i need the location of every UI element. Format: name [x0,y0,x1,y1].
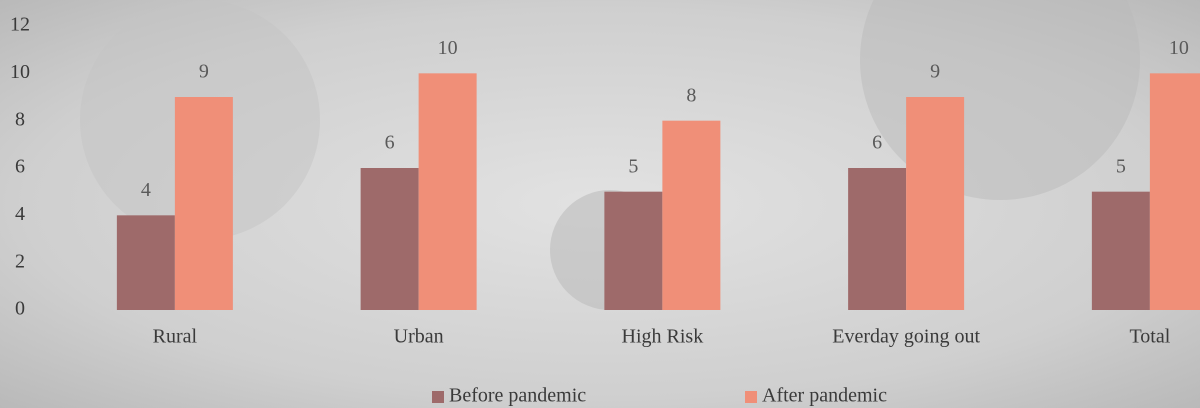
data-label: 9 [930,61,940,83]
data-label: 10 [438,37,458,59]
data-label: 5 [628,155,638,177]
y-tick-label: 4 [15,203,25,225]
data-label: 8 [686,84,696,106]
x-tick-label: High Risk [622,326,704,348]
data-label: 6 [872,132,882,154]
data-label: 6 [385,132,395,154]
bar [361,168,419,310]
chart: 0 2 4 6 8 10 12 Rural 4 9 Urban 6 10 High Risk 5 8 Everd… [0,0,1200,408]
y-tick-label: 6 [15,156,25,178]
bar [604,192,662,310]
bar [117,215,175,310]
data-label: 5 [1116,155,1126,177]
x-tick-label: Urban [394,326,444,348]
y-tick-label: 2 [15,250,25,272]
y-tick-label: 10 [10,61,30,83]
legend-label: Before pandemic [449,385,586,407]
bar [1092,192,1150,310]
data-label: 4 [141,179,151,201]
data-label: 10 [1169,37,1189,59]
y-tick-label: 12 [10,14,30,36]
x-tick-label: Rural [153,326,198,348]
legend-label: After pandemic [762,385,887,407]
bar [906,97,964,310]
bar [175,97,233,310]
x-tick-label: Everday going out [832,326,980,348]
data-label: 9 [199,61,209,83]
bar [1150,73,1200,310]
x-tick-label: Total [1129,326,1170,348]
bar [419,73,477,310]
legend-swatch [745,391,757,403]
bar [662,121,720,310]
bar [848,168,906,310]
legend-swatch [432,391,444,403]
y-tick-label: 0 [15,298,25,320]
y-tick-label: 8 [15,108,25,130]
